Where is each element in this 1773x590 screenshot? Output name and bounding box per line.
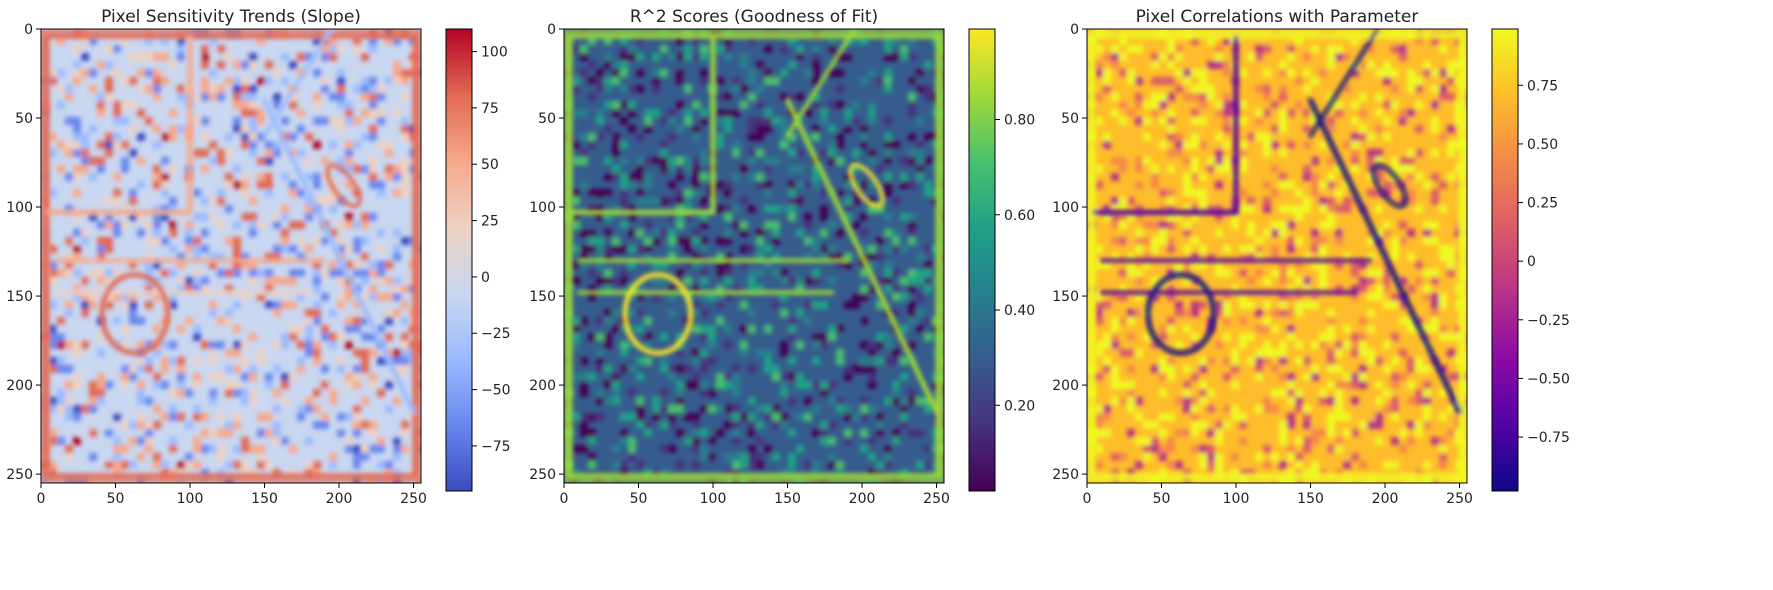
colorbar-tick-label: 0.40 xyxy=(1004,303,1035,319)
heatmap-image xyxy=(1087,29,1467,483)
x-tick-label: 50 xyxy=(630,491,648,507)
colorbar-tick-label: 0.50 xyxy=(1527,137,1558,153)
x-tick-label: 250 xyxy=(400,491,427,507)
chart-title: Pixel Sensitivity Trends (Slope) xyxy=(101,7,361,27)
chart-panel-2: R^2 Scores (Goodness of Fit) 0 50 100 150 200… xyxy=(529,7,1035,507)
colorbar-tick-label: 0.80 xyxy=(1004,112,1035,128)
colorbar-tick-label: 0 xyxy=(481,270,490,286)
heatmap-image xyxy=(41,29,421,483)
colorbar-tick-label: 25 xyxy=(481,214,499,230)
frame-border xyxy=(567,33,941,479)
y-tick-label: 100 xyxy=(529,200,556,216)
y-tick-label: 250 xyxy=(529,467,556,483)
y-tick-label: 250 xyxy=(1052,467,1079,483)
heatmap-image xyxy=(564,29,944,483)
x-tick-label: 150 xyxy=(1297,491,1324,507)
x-tick-label: 100 xyxy=(1223,491,1250,507)
colorbar-tick-label: −0.75 xyxy=(1527,430,1570,446)
colorbar-tick-label: −25 xyxy=(481,326,511,342)
colorbar-tick-label: −0.25 xyxy=(1527,313,1570,329)
chart-panel-3: Pixel Correlations with Parameter 0 50 100 1… xyxy=(1052,7,1570,507)
colorbar-tick-label: 0.60 xyxy=(1004,208,1035,224)
axes-frame xyxy=(40,28,422,484)
y-tick-label: 0 xyxy=(1070,22,1079,38)
colorbar-tick-label: −0.50 xyxy=(1527,371,1570,387)
y-tick-label: 200 xyxy=(6,378,33,394)
ring-feature xyxy=(622,272,694,356)
y-tick-label: 0 xyxy=(24,22,33,38)
y-tick-label: 150 xyxy=(1052,289,1079,305)
frame-border xyxy=(1090,33,1464,479)
colorbar-tick-label: 75 xyxy=(481,101,499,117)
chart-title: R^2 Scores (Goodness of Fit) xyxy=(630,7,878,27)
y-tick-label: 150 xyxy=(6,289,33,305)
x-tick-label: 150 xyxy=(251,491,278,507)
colorbar-tick-label: −50 xyxy=(481,383,511,399)
ring-feature xyxy=(1145,272,1217,356)
x-tick-label: 200 xyxy=(326,491,353,507)
colorbar-tick-label: 0.75 xyxy=(1527,78,1558,94)
x-tick-label: 100 xyxy=(177,491,204,507)
y-tick-label: 100 xyxy=(6,200,33,216)
colorbar xyxy=(1491,28,1519,492)
axes-frame xyxy=(1086,28,1468,484)
y-tick-label: 0 xyxy=(547,22,556,38)
x-tick-label: 0 xyxy=(37,491,46,507)
y-tick-label: 50 xyxy=(1061,111,1079,127)
x-tick-label: 150 xyxy=(774,491,801,507)
x-tick-label: 250 xyxy=(1446,491,1473,507)
y-tick-label: 100 xyxy=(1052,200,1079,216)
x-tick-label: 200 xyxy=(849,491,876,507)
colorbar-tick-label: 0 xyxy=(1527,254,1536,270)
diagonal-line xyxy=(262,97,417,415)
colorbar xyxy=(968,28,996,492)
colorbar xyxy=(445,28,473,492)
diagonal-line xyxy=(1308,97,1463,415)
axes-frame xyxy=(563,28,945,484)
chart-panel-1: Pixel Sensitivity Trends (Slope) 0 50 100 15… xyxy=(6,7,510,507)
colorbar-tick-label: 0.20 xyxy=(1004,398,1035,414)
y-tick-label: 200 xyxy=(1052,378,1079,394)
colorbar-tick-label: 100 xyxy=(481,45,508,61)
y-tick-label: 50 xyxy=(538,111,556,127)
x-tick-label: 100 xyxy=(700,491,727,507)
chart-title: Pixel Correlations with Parameter xyxy=(1136,7,1419,27)
colorbar-tick-label: 50 xyxy=(481,157,499,173)
ellipse-feature xyxy=(1371,163,1408,209)
colorbar-tick-label: 0.25 xyxy=(1527,196,1558,212)
x-tick-label: 50 xyxy=(107,491,125,507)
x-tick-label: 50 xyxy=(1153,491,1171,507)
ellipse-feature xyxy=(325,163,362,209)
x-tick-label: 200 xyxy=(1372,491,1399,507)
y-tick-label: 150 xyxy=(529,289,556,305)
x-tick-label: 250 xyxy=(923,491,950,507)
y-tick-label: 250 xyxy=(6,467,33,483)
diagonal-line xyxy=(785,97,940,415)
y-tick-label: 50 xyxy=(15,111,33,127)
colorbar-tick-label: −75 xyxy=(481,439,511,455)
ellipse-feature xyxy=(848,163,885,209)
frame-border xyxy=(44,33,418,479)
x-tick-label: 0 xyxy=(560,491,569,507)
ring-feature xyxy=(99,272,171,356)
x-tick-label: 0 xyxy=(1083,491,1092,507)
y-tick-label: 200 xyxy=(529,378,556,394)
